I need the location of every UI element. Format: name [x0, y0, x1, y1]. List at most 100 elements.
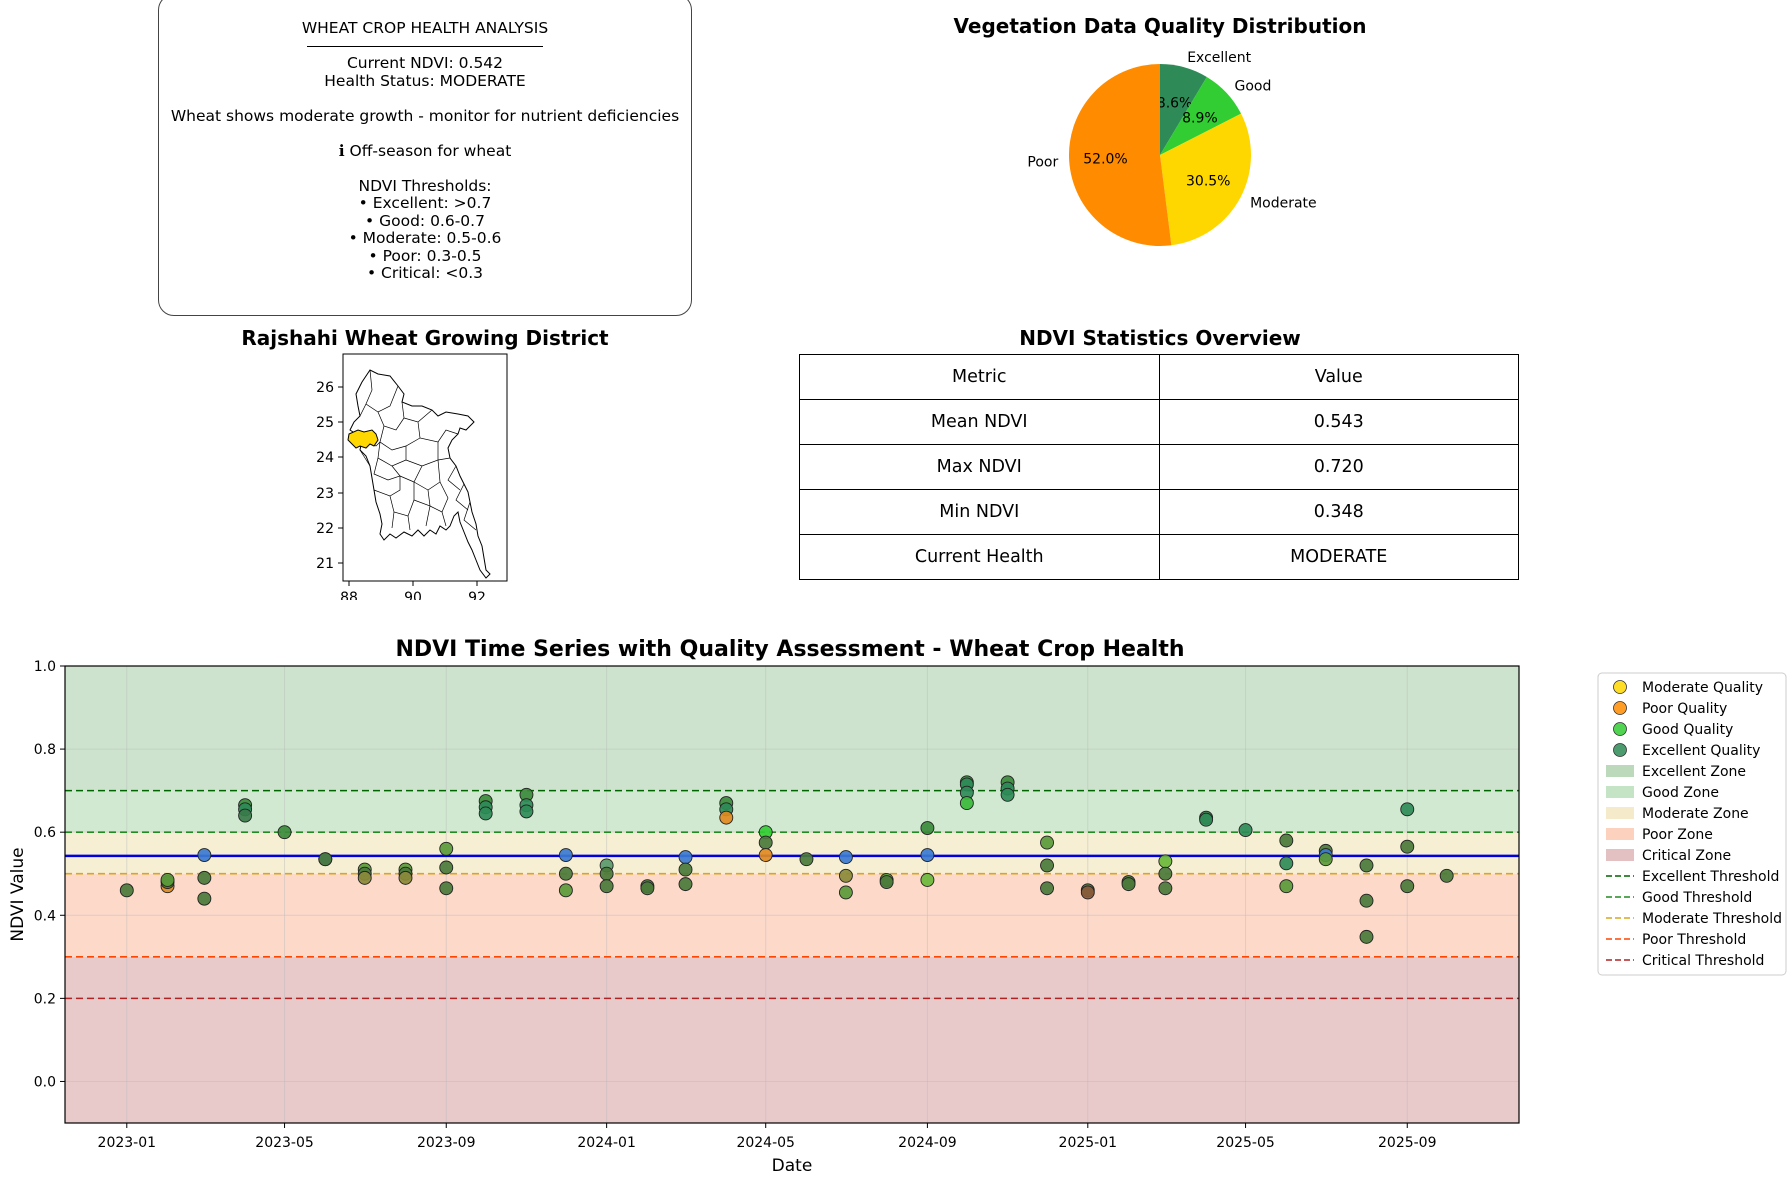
current-ndvi-text: Current NDVI: 0.542 — [159, 54, 691, 72]
district-map: 88 90 92262524232221 — [300, 350, 520, 600]
ndvi-data-point — [1360, 930, 1373, 943]
ndvi-data-point — [839, 886, 852, 899]
y-tick-label: 0.6 — [34, 825, 56, 841]
info-heading: WHEAT CROP HEALTH ANALYSIS — [159, 19, 691, 37]
ndvi-data-point — [679, 851, 692, 864]
table-cell-value: MODERATE — [1159, 535, 1519, 580]
pie-slice-label: Excellent — [1187, 50, 1251, 66]
legend-marker — [1614, 702, 1627, 715]
ndvi-data-point — [440, 861, 453, 874]
x-tick-label: 2024-01 — [577, 1135, 636, 1151]
pie-pct-label: 30.5% — [1186, 174, 1230, 190]
legend-marker — [1614, 723, 1627, 736]
ndvi-data-point — [440, 882, 453, 895]
x-tick-label: 2025-09 — [1378, 1135, 1437, 1151]
table-row: Max NDVI 0.720 — [800, 445, 1519, 490]
ndvi-data-point — [880, 876, 893, 889]
stats-title: NDVI Statistics Overview — [850, 326, 1470, 350]
map-y-tick-label: 23 — [316, 486, 334, 502]
pie-slice-label: Poor — [1027, 154, 1058, 170]
legend-label: Excellent Zone — [1642, 764, 1746, 780]
ndvi-data-point — [1001, 788, 1014, 801]
table-cell-metric: Min NDVI — [800, 490, 1160, 535]
ndvi-data-point — [839, 869, 852, 882]
table-cell-value: 0.720 — [1159, 445, 1519, 490]
y-tick-label: 0.2 — [34, 991, 56, 1007]
ndvi-data-point — [679, 878, 692, 891]
ndvi-data-point — [600, 867, 613, 880]
ndvi-data-point — [1280, 857, 1293, 870]
legend-label: Poor Zone — [1642, 827, 1713, 843]
ndvi-data-point — [1041, 882, 1054, 895]
pie-pct-label: 8.9% — [1182, 111, 1218, 127]
legend-patch — [1606, 807, 1634, 819]
ndvi-data-point — [921, 849, 934, 862]
ndvi-data-point — [921, 873, 934, 886]
ndvi-data-point — [1200, 813, 1213, 826]
table-row: Mean NDVI 0.543 — [800, 400, 1519, 445]
ndvi-data-point — [1401, 840, 1414, 853]
ndvi-data-point — [319, 853, 332, 866]
ndvi-data-point — [198, 892, 211, 905]
ndvi-data-point — [1360, 859, 1373, 872]
table-row: Current Health MODERATE — [800, 535, 1519, 580]
legend-label: Poor Threshold — [1642, 932, 1746, 948]
legend-patch — [1606, 765, 1634, 777]
x-tick-label: 2025-05 — [1216, 1135, 1275, 1151]
legend-label: Good Threshold — [1642, 890, 1752, 906]
ndvi-data-point — [198, 849, 211, 862]
pie-slice-label: Good — [1235, 78, 1272, 94]
quality-pie-chart: Excellent8.6%Good8.9%Moderate30.5%Poor 52… — [1000, 50, 1400, 270]
legend-label: Poor Quality — [1642, 701, 1727, 717]
x-tick-label: 2023-05 — [255, 1135, 314, 1151]
ndvi-data-point — [559, 849, 572, 862]
map-x-tick-label: 92 — [468, 590, 486, 600]
ndvi-data-point — [559, 884, 572, 897]
x-tick-label: 2024-05 — [736, 1135, 795, 1151]
ndvi-data-point — [759, 849, 772, 862]
map-x-tick-label: 90 — [404, 590, 422, 600]
legend-label: Excellent Threshold — [1642, 869, 1779, 885]
ndvi-data-point — [479, 807, 492, 820]
legend-label: Critical Threshold — [1642, 953, 1764, 969]
ndvi-data-point — [720, 811, 733, 824]
table-cell-metric: Mean NDVI — [800, 400, 1160, 445]
ndvi-data-point — [1041, 836, 1054, 849]
ndvi-data-point — [960, 797, 973, 810]
ndvi-data-point — [800, 853, 813, 866]
ndvi-data-point — [198, 871, 211, 884]
legend-label: Moderate Zone — [1642, 806, 1749, 822]
table-cell-metric: Current Health — [800, 535, 1160, 580]
threshold-item: • Moderate: 0.5-0.6 — [159, 229, 691, 247]
table-cell-value: 0.348 — [1159, 490, 1519, 535]
legend-label: Moderate Quality — [1642, 680, 1763, 696]
health-status-text: Health Status: MODERATE — [159, 72, 691, 90]
table-header-cell: Value — [1159, 355, 1519, 400]
ndvi-data-point — [1401, 880, 1414, 893]
ndvi-data-point — [1239, 824, 1252, 837]
ndvi-data-point — [1041, 859, 1054, 872]
map-x-tick-label: 88 — [340, 590, 358, 600]
x-tick-label: 2023-01 — [98, 1135, 157, 1151]
ndvi-data-point — [600, 880, 613, 893]
growth-note-text: Wheat shows moderate growth - monitor fo… — [159, 107, 691, 125]
y-tick-label: 0.8 — [34, 742, 56, 758]
pie-slice-label: Moderate — [1250, 196, 1317, 212]
zone-band — [65, 666, 1519, 791]
ndvi-data-point — [278, 826, 291, 839]
y-axis-label: NDVI Value — [8, 847, 28, 941]
map-y-tick-label: 22 — [316, 521, 334, 537]
legend-patch — [1606, 849, 1634, 861]
map-y-tick-label: 21 — [316, 556, 334, 572]
legend-marker — [1614, 681, 1627, 694]
ndvi-data-point — [161, 873, 174, 886]
season-note-text: ℹ Off-season for wheat — [159, 142, 691, 160]
y-tick-label: 0.0 — [34, 1074, 56, 1090]
ndvi-data-point — [1401, 803, 1414, 816]
ndvi-data-point — [1319, 853, 1332, 866]
ndvi-data-point — [1159, 855, 1172, 868]
ndvi-data-point — [520, 805, 533, 818]
threshold-item: • Poor: 0.3-0.5 — [159, 247, 691, 265]
legend-box — [1598, 673, 1786, 975]
pie-pct-label: 52.0% — [1083, 151, 1127, 167]
